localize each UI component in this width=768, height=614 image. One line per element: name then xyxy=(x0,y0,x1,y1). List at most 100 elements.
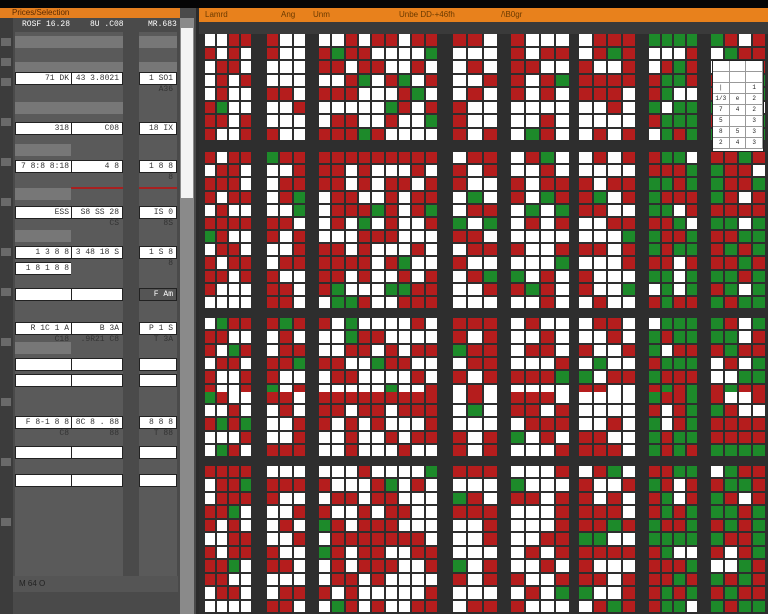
heatmap-cell[interactable] xyxy=(725,371,737,383)
heatmap-cell[interactable] xyxy=(711,47,723,59)
heatmap-cell[interactable] xyxy=(217,61,227,73)
heatmap-cell[interactable] xyxy=(205,204,215,216)
heatmap-cell[interactable] xyxy=(217,560,227,572)
heatmap-cell[interactable] xyxy=(267,318,279,330)
heatmap-cell[interactable] xyxy=(358,344,371,356)
heatmap-cell[interactable] xyxy=(468,384,482,396)
heatmap-cell[interactable] xyxy=(739,244,751,256)
heatmap-cell[interactable] xyxy=(593,431,606,443)
heatmap-cell[interactable] xyxy=(661,560,672,572)
heatmap-cell[interactable] xyxy=(593,384,606,396)
heatmap-cell[interactable] xyxy=(674,61,685,73)
heatmap-cell[interactable] xyxy=(453,357,467,370)
heatmap-cell[interactable] xyxy=(579,115,592,127)
heatmap-cell[interactable] xyxy=(468,296,482,308)
heatmap-cell[interactable] xyxy=(579,492,592,505)
heatmap-cell[interactable] xyxy=(217,466,227,478)
heatmap-cell[interactable] xyxy=(468,231,482,243)
heatmap-cell[interactable] xyxy=(280,61,292,73)
heatmap-cell[interactable] xyxy=(293,128,305,140)
heatmap-cell[interactable] xyxy=(649,466,660,478)
heatmap-cell[interactable] xyxy=(511,231,524,243)
heatmap-cell[interactable] xyxy=(725,357,737,370)
heatmap-cell[interactable] xyxy=(541,344,554,356)
heatmap-cell[interactable] xyxy=(739,34,751,46)
heatmap-cell[interactable] xyxy=(661,47,672,59)
heatmap-cell[interactable] xyxy=(511,573,524,586)
heatmap-cell[interactable] xyxy=(280,418,292,430)
heatmap-cell[interactable] xyxy=(483,217,497,229)
heatmap-cell[interactable] xyxy=(725,546,737,559)
heatmap-cell[interactable] xyxy=(593,533,606,545)
heatmap-cell[interactable] xyxy=(358,371,371,383)
heatmap-cell[interactable] xyxy=(674,587,685,599)
heatmap-cell[interactable] xyxy=(319,431,331,443)
heatmap-cell[interactable] xyxy=(425,533,437,545)
heatmap-cell[interactable] xyxy=(332,384,344,396)
heatmap-cell[interactable] xyxy=(649,296,660,308)
heatmap-cell[interactable] xyxy=(556,418,569,430)
heatmap-cell[interactable] xyxy=(556,466,569,478)
heatmap-cell[interactable] xyxy=(398,296,411,308)
heatmap-cell[interactable] xyxy=(483,431,497,443)
heatmap-cell[interactable] xyxy=(579,34,592,46)
heatmap-cell[interactable] xyxy=(412,560,424,572)
heatmap-cell[interactable] xyxy=(345,283,357,295)
heatmap-cell[interactable] xyxy=(511,506,524,518)
heatmap-cell[interactable] xyxy=(725,573,737,586)
price-field[interactable] xyxy=(15,358,73,371)
heatmap-cell[interactable] xyxy=(412,217,424,229)
heatmap-cell[interactable] xyxy=(385,357,397,370)
heatmap-cell[interactable] xyxy=(205,270,215,282)
heatmap-cell[interactable] xyxy=(541,191,554,203)
heatmap-cell[interactable] xyxy=(541,418,554,430)
heatmap-cell[interactable] xyxy=(711,357,723,370)
heatmap-cell[interactable] xyxy=(345,101,357,113)
heatmap-cell[interactable] xyxy=(541,573,554,586)
heatmap-cell[interactable] xyxy=(241,115,251,127)
heatmap-cell[interactable] xyxy=(686,357,697,370)
heatmap-cell[interactable] xyxy=(739,47,751,59)
heatmap-cell[interactable] xyxy=(241,34,251,46)
heatmap-cell[interactable] xyxy=(345,444,357,456)
heatmap-cell[interactable] xyxy=(372,392,384,404)
heatmap-cell[interactable] xyxy=(267,47,279,59)
heatmap-cell[interactable] xyxy=(217,546,227,559)
heatmap-cell[interactable] xyxy=(241,344,251,356)
heatmap-cell[interactable] xyxy=(345,600,357,612)
heatmap-cell[interactable] xyxy=(622,270,635,282)
heatmap-cell[interactable] xyxy=(205,74,215,86)
heatmap-cell[interactable] xyxy=(412,371,424,383)
heatmap-cell[interactable] xyxy=(674,34,685,46)
heatmap-cell[interactable] xyxy=(556,34,569,46)
heatmap-cell[interactable] xyxy=(579,357,592,370)
heatmap-cell[interactable] xyxy=(711,217,723,229)
heatmap-cell[interactable] xyxy=(398,270,411,282)
heatmap-cell[interactable] xyxy=(622,418,635,430)
heatmap-cell[interactable] xyxy=(468,533,482,545)
heatmap-cell[interactable] xyxy=(358,296,371,308)
heatmap-cell[interactable] xyxy=(511,47,524,59)
heatmap-cell[interactable] xyxy=(686,546,697,559)
heatmap-cell[interactable] xyxy=(526,405,539,417)
heatmap-cell[interactable] xyxy=(425,587,437,599)
heatmap-cell[interactable] xyxy=(372,479,384,491)
heatmap-cell[interactable] xyxy=(579,47,592,59)
heatmap-cell[interactable] xyxy=(229,191,239,203)
heatmap-cell[interactable] xyxy=(541,546,554,559)
heatmap-cell[interactable] xyxy=(358,88,371,100)
price-field[interactable]: 3 48 18 S xyxy=(71,246,123,259)
heatmap-cell[interactable] xyxy=(711,418,723,430)
heatmap-cell[interactable] xyxy=(753,546,765,559)
heatmap-cell[interactable] xyxy=(661,296,672,308)
heatmap-cell[interactable] xyxy=(753,318,765,330)
heatmap-cell[interactable] xyxy=(711,519,723,532)
heatmap-cell[interactable] xyxy=(293,466,305,478)
heatmap-cell[interactable] xyxy=(425,152,437,164)
heatmap-cell[interactable] xyxy=(358,165,371,177)
heatmap-cell[interactable] xyxy=(319,418,331,430)
heatmap-cell[interactable] xyxy=(280,270,292,282)
heatmap-cell[interactable] xyxy=(229,74,239,86)
heatmap-cell[interactable] xyxy=(332,573,344,586)
heatmap-cell[interactable] xyxy=(412,444,424,456)
